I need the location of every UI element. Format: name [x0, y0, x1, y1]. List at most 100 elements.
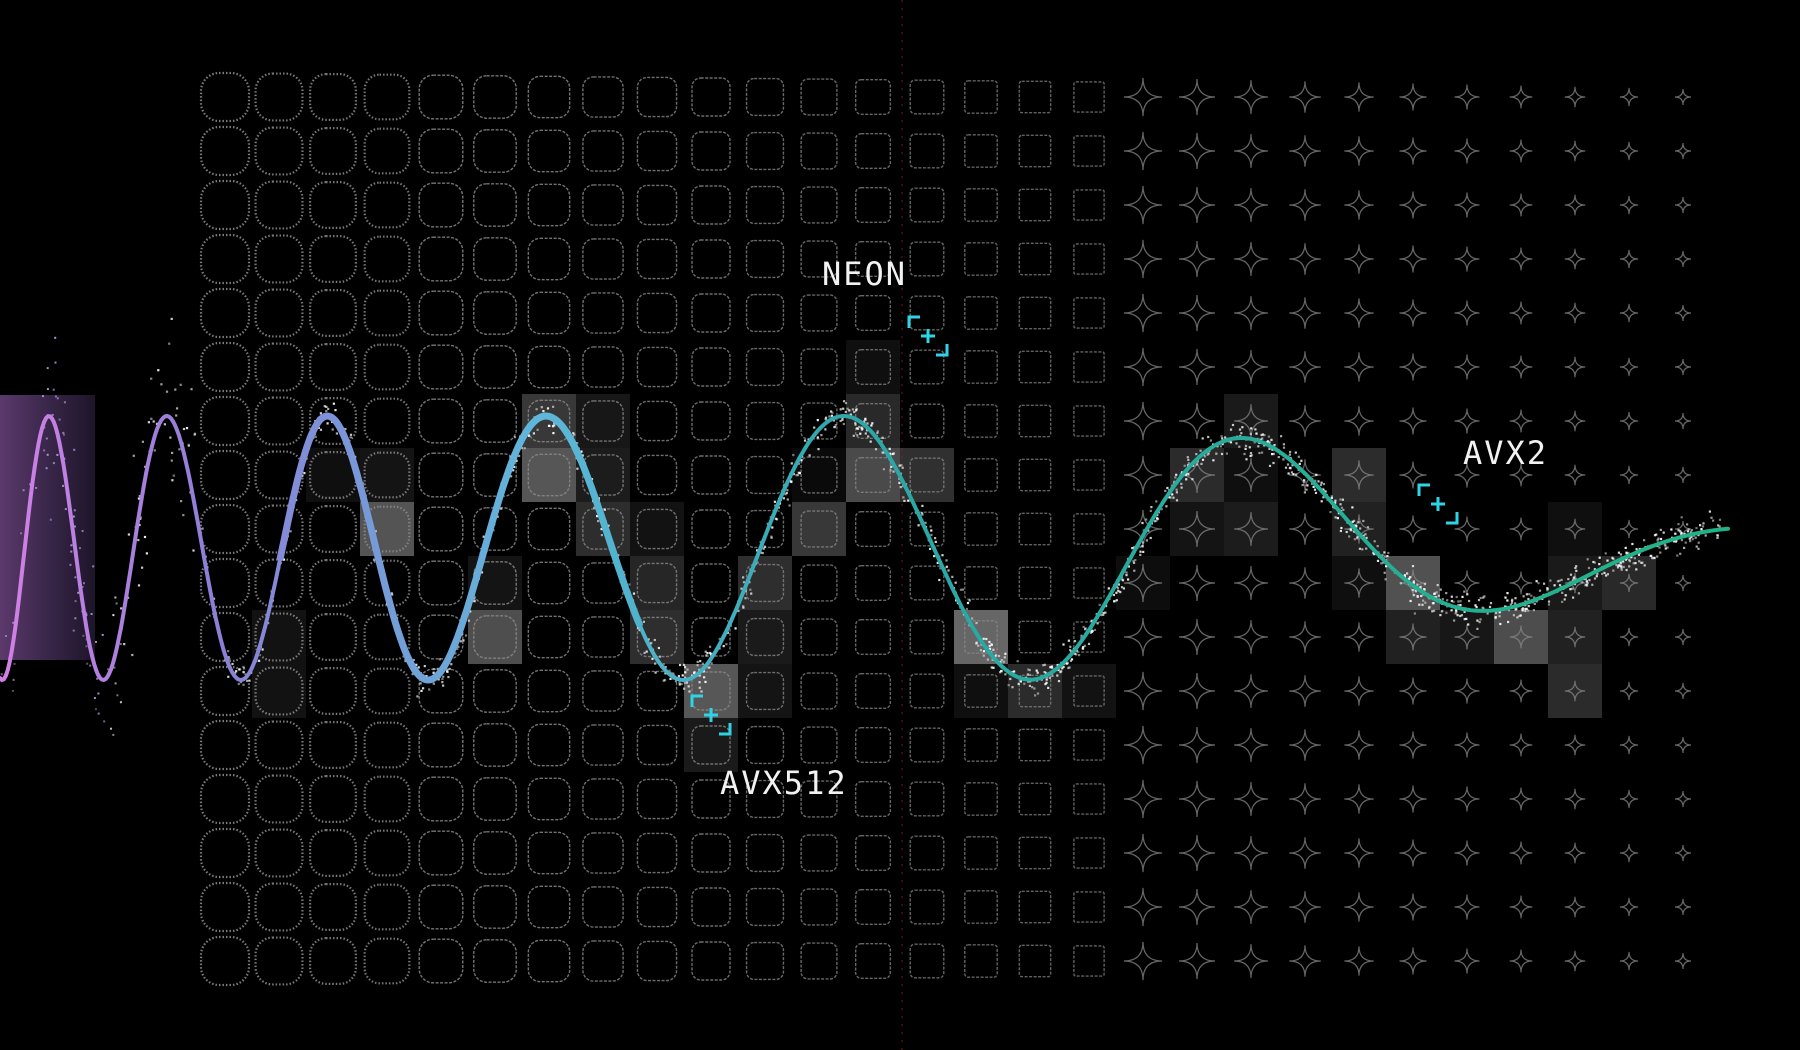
scatter-point: [1530, 594, 1533, 597]
grid-cell: [309, 181, 357, 229]
scatter-point: [704, 680, 707, 683]
scatter-point: [1603, 571, 1606, 574]
scatter-point: [1051, 674, 1054, 677]
scatter-point: [1620, 565, 1623, 568]
scatter-point: [535, 408, 538, 411]
scatter-point: [672, 672, 675, 675]
scatter-point: [1428, 605, 1431, 609]
scatter-point: [817, 448, 820, 451]
scatter-point: [1164, 489, 1167, 492]
grid-cell: [582, 562, 624, 604]
scatter-point: [420, 689, 423, 692]
shaded-cell: [792, 502, 846, 556]
scatter-point: [49, 518, 52, 521]
scatter-point: [1364, 533, 1367, 536]
scatter-point: [939, 567, 942, 570]
scatter-point: [1282, 443, 1285, 446]
scatter-point: [1527, 605, 1530, 608]
scatter-point: [536, 428, 539, 431]
grid-cell: [1344, 784, 1374, 814]
scatter-point: [1386, 555, 1389, 558]
scatter-point: [512, 469, 515, 472]
scatter-point: [1322, 496, 1325, 499]
scatter-point: [1049, 666, 1052, 669]
scatter-point: [1353, 538, 1356, 541]
grid-cell: [1399, 947, 1427, 975]
scatter-point: [1538, 589, 1542, 592]
grid-cell: [1289, 81, 1321, 113]
grid-cell: [854, 348, 892, 386]
scatter-point: [1116, 586, 1119, 589]
scatter-point: [1694, 536, 1697, 539]
scatter-point: [1450, 599, 1453, 603]
grid-cell: [745, 293, 785, 333]
grid-cell: [1344, 406, 1374, 436]
grid-cell: [418, 344, 464, 390]
grid-cell: [527, 831, 571, 875]
scatter-point: [82, 634, 85, 637]
scatter-point: [1187, 458, 1190, 461]
scatter-point: [1057, 680, 1061, 683]
scatter-point: [839, 408, 842, 411]
scatter-point: [1459, 604, 1462, 607]
scatter-point: [786, 489, 789, 492]
scatter-point: [1452, 600, 1455, 603]
grid-cell: [636, 940, 678, 982]
scatter-point: [1515, 608, 1518, 611]
scatter-point: [871, 422, 874, 425]
grid-cell: [854, 834, 892, 872]
scatter-point: [1518, 614, 1521, 618]
grid-cell: [1018, 404, 1052, 438]
scatter-point: [870, 424, 873, 427]
scatter-point: [1717, 524, 1720, 527]
scatter-point: [1348, 535, 1351, 538]
scatter-point: [323, 405, 326, 408]
scatter-point: [1185, 478, 1188, 481]
scatter-point: [1173, 480, 1176, 483]
scatter-point: [1598, 563, 1601, 566]
scatter-point: [947, 569, 950, 572]
scatter-point: [864, 432, 867, 435]
grid-cell: [473, 345, 517, 389]
scatter-point: [759, 551, 762, 554]
scatter-point: [1271, 453, 1274, 456]
scatter-point: [749, 588, 752, 591]
scatter-point: [1640, 561, 1643, 564]
scatter-point: [982, 654, 985, 657]
scatter-point: [795, 474, 798, 477]
grid-cell: [1454, 84, 1480, 110]
label-avx2: AVX2: [1463, 434, 1549, 472]
scatter-point: [813, 426, 816, 429]
grid-cell: [1509, 841, 1533, 865]
scatter-point: [52, 462, 55, 465]
scatter-point: [1125, 571, 1128, 574]
scatter-point: [688, 690, 691, 693]
grid-cell: [854, 78, 892, 116]
grid-cell: [1018, 458, 1052, 492]
grid-cell: [1123, 617, 1163, 657]
grid-cell: [309, 559, 357, 607]
grid-cell: [964, 836, 998, 870]
grid-cell: [1454, 462, 1480, 488]
scatter-point: [227, 656, 230, 659]
scatter-point: [107, 668, 110, 671]
scatter-point: [1546, 587, 1549, 591]
scatter-point: [753, 570, 756, 573]
scatter-point: [1050, 665, 1053, 668]
scatter-point: [1221, 443, 1224, 446]
shaded-cell: [630, 556, 684, 610]
grid-cell: [1674, 790, 1692, 808]
scatter-point: [540, 406, 543, 409]
shaded-cell: [1494, 610, 1548, 664]
scatter-point: [1351, 520, 1354, 523]
scatter-point: [520, 447, 523, 450]
grid-cell: [1234, 80, 1268, 114]
grid-cell: [1289, 621, 1321, 653]
scatter-point: [169, 436, 172, 439]
scatter-point: [1287, 472, 1290, 475]
scatter-point: [1572, 579, 1575, 582]
grid-cell: [909, 79, 945, 115]
scatter-point: [907, 499, 910, 502]
grid-cell: [1399, 515, 1427, 543]
grid-cell: [199, 503, 251, 555]
